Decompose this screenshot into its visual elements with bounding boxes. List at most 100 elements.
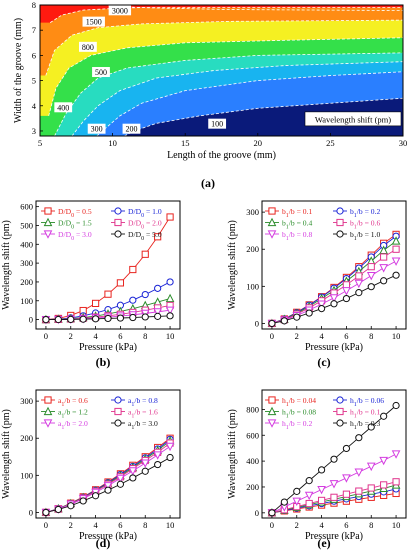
label-span: /b = 0.1	[289, 207, 313, 216]
y-tick-label: 0	[255, 318, 259, 328]
series-group	[267, 450, 401, 518]
label-span: /b = 0.1	[357, 407, 381, 416]
label-span: b	[282, 230, 286, 239]
plot-frame	[35, 200, 181, 330]
label-span: /b = 2.0	[64, 419, 88, 428]
label-subscript: 0	[71, 213, 74, 219]
label-span: h	[282, 396, 286, 405]
contour-label: 200	[125, 125, 137, 134]
legend-marker	[114, 207, 122, 215]
contour-label: 1500	[86, 18, 102, 27]
data-point	[129, 296, 137, 304]
data-point	[329, 480, 339, 489]
data-point	[366, 462, 376, 472]
series-line	[45, 437, 171, 513]
contour-line	[49, 7, 403, 23]
label-subscript: 1	[286, 402, 289, 408]
label-span: /b = 1.6	[134, 407, 158, 416]
data-point	[380, 277, 388, 285]
data-point	[91, 315, 100, 323]
y-tick-label: 3	[32, 126, 36, 136]
data-point	[166, 453, 174, 462]
y-tick-label: 300	[246, 207, 259, 217]
label-span: h	[282, 407, 286, 416]
data-point	[355, 289, 363, 297]
label-subscript: 1	[131, 413, 134, 419]
label-span: b	[350, 207, 354, 216]
data-point	[317, 496, 326, 505]
label-span: a	[58, 419, 62, 428]
label-span: h	[350, 396, 354, 405]
label-subscript: 1	[61, 425, 64, 431]
data-point	[292, 497, 302, 506]
label-span: b	[350, 230, 354, 239]
plot-frame	[35, 389, 181, 519]
label-subscript: 1	[61, 413, 64, 419]
series-line	[271, 234, 397, 324]
legend-marker	[114, 396, 122, 404]
contour-label: 400	[57, 103, 69, 112]
heatmap-frame	[39, 4, 404, 137]
contour-label-bg	[54, 102, 73, 113]
data-point	[330, 300, 338, 308]
label-subscript: 1	[354, 402, 357, 408]
label-span: /b = 0.6	[357, 218, 381, 227]
legend-marker	[336, 230, 344, 238]
legend-label: D/D0 = 1.0	[128, 207, 162, 219]
x-tick-label: 15	[181, 138, 190, 148]
label-span: = 1.5	[74, 218, 92, 227]
legend-label: b1/b = 0.6	[350, 218, 380, 230]
panel-e-caption: (e)	[317, 536, 330, 550]
data-point	[79, 497, 87, 505]
data-point	[367, 283, 375, 291]
data-point	[91, 492, 100, 500]
data-point	[342, 287, 351, 296]
y-tick-label: 300	[20, 258, 33, 268]
data-point	[342, 490, 351, 498]
data-point	[153, 308, 162, 317]
y-tick-label: 200	[246, 244, 259, 254]
x-tick-label: 6	[344, 520, 348, 530]
x-tick-label: 10	[166, 520, 175, 530]
legend-label: h1/b = 0.06	[350, 396, 384, 408]
series-group	[42, 453, 174, 517]
contour-label: 500	[95, 68, 107, 77]
series-group	[42, 312, 174, 324]
label-span: D/D	[128, 218, 142, 227]
data-point	[380, 253, 388, 261]
x-axis-label: Length of the groove (mm)	[167, 150, 276, 161]
label-span: /b = 0.2	[289, 419, 313, 428]
x-axis-label: Pressure (kPa)	[79, 342, 137, 353]
contour-label-bg	[87, 123, 106, 134]
plot-frame	[261, 389, 407, 519]
label-span: /b = 0.6	[64, 396, 88, 405]
label-span: a	[128, 419, 132, 428]
data-point	[367, 423, 375, 431]
data-point	[304, 491, 314, 501]
y-tick-label: 300	[20, 396, 33, 406]
legend-marker	[268, 207, 276, 215]
data-point	[354, 279, 364, 289]
panel-b-caption: (b)	[96, 355, 111, 369]
data-point	[342, 444, 351, 453]
label-span: = 2.0	[144, 218, 162, 227]
y-tick-label: 0	[29, 315, 33, 325]
label-subscript: 1	[354, 413, 357, 419]
data-point	[392, 401, 400, 410]
legend-marker	[267, 406, 277, 416]
legend-label: a1/b = 3.0	[128, 419, 158, 431]
label-span: a	[58, 407, 62, 416]
data-point	[129, 474, 137, 482]
legend-marker	[267, 419, 277, 428]
data-point	[342, 294, 351, 303]
data-point	[116, 279, 125, 287]
y-tick-label: 200	[20, 433, 33, 443]
data-point	[154, 312, 162, 320]
x-tick-label: 2	[69, 520, 73, 530]
label-span: a	[128, 407, 132, 416]
x-tick-label: 4	[319, 520, 324, 530]
legend-label: b1/b = 0.2	[350, 207, 380, 219]
y-tick-label: 800	[246, 404, 259, 414]
